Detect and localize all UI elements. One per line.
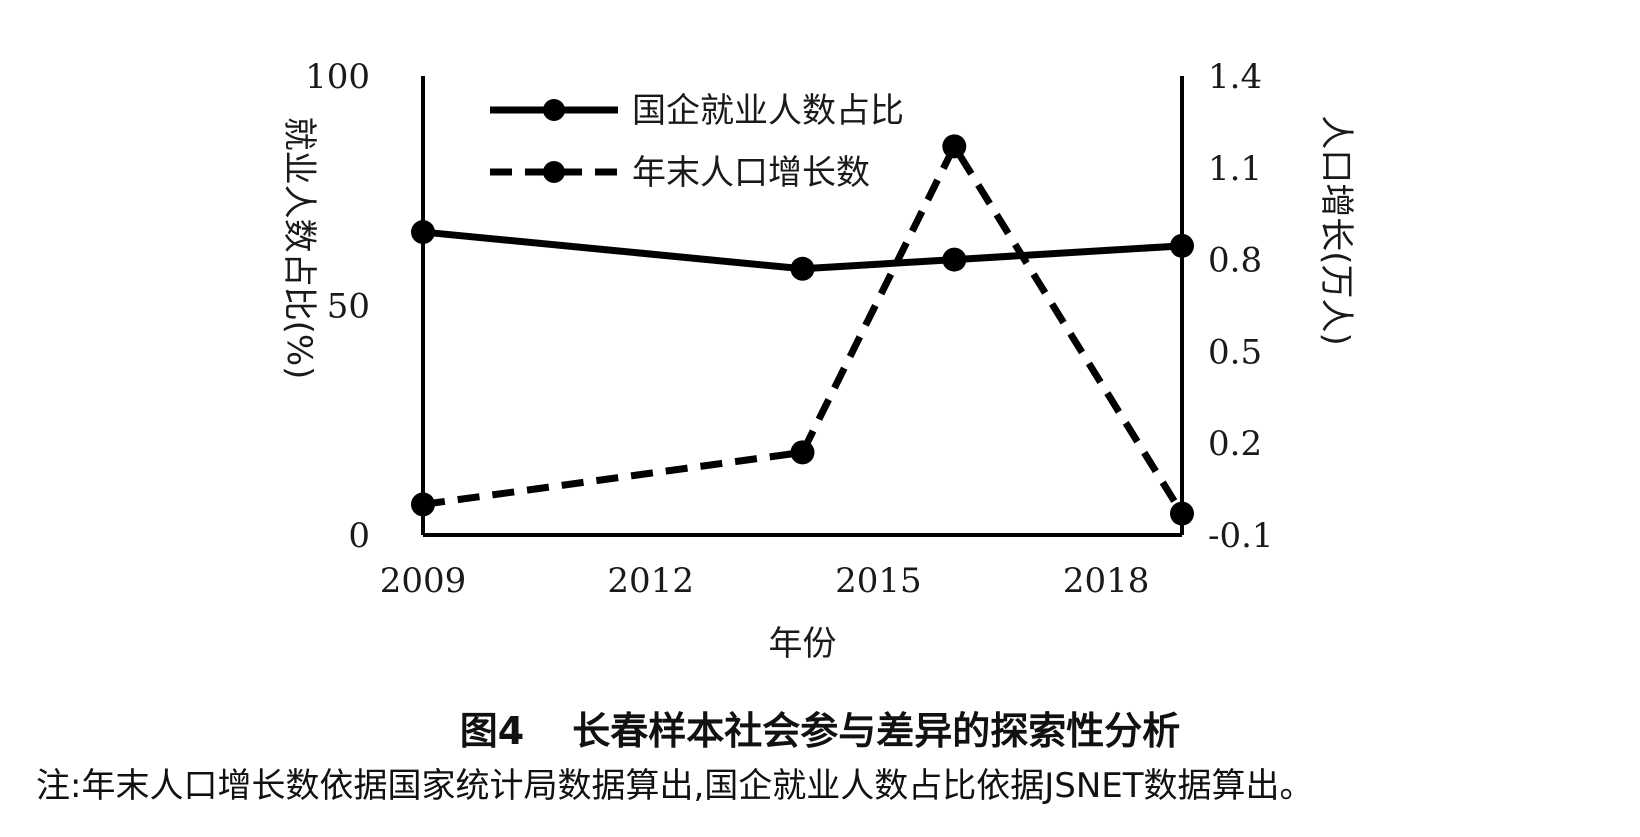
y-right-tick-label: 0.5 [1208,332,1262,372]
series-1-point [790,256,815,281]
figure-title: 长春样本社会参与差异的探索性分析 [572,709,1181,753]
series-1-point [1170,233,1194,258]
y-right-tick-label: 0.2 [1208,424,1262,464]
figure-caption: 图4 长春样本社会参与差异的探索性分析 [0,700,1640,755]
series-2-point [1170,501,1194,526]
series-2-point [790,440,815,465]
figure-note: 注:年末人口增长数依据国家统计局数据算出,国企就业人数占比依据JSNET数据算出… [36,766,1314,806]
series-2-point [411,492,435,517]
legend-marker-1 [543,99,565,121]
legend-label-2: 年末人口增长数 [632,153,870,193]
series-1-point [411,220,435,245]
legend-marker-2 [543,161,565,183]
y-left-axis-title: 就业人数占比(%) [279,117,319,380]
x-tick-label: 2009 [380,561,467,601]
y-right-tick-label: 0.8 [1208,241,1262,281]
x-tick-label: 2015 [835,561,922,601]
axis-titles: 年份 就业人数占比(%) 人口增长(万人) [279,115,1356,664]
axes [421,76,1184,537]
series-line-2 [422,142,1185,516]
series-layer [411,134,1194,526]
y-left-tick-label: 100 [305,57,370,97]
series-line-1 [422,228,1183,273]
y-left-tick-label: 50 [327,287,370,327]
x-tick-label: 2012 [607,561,694,601]
legend-label-1: 国企就业人数占比 [632,91,904,131]
series-2-point [942,134,967,159]
y-left-tick-label: 0 [348,516,370,556]
series-1-point [942,247,967,272]
x-axis-title: 年份 [769,624,837,664]
tick-labels: 0 50 100 -0.1 0.2 0.5 0.8 1.1 1.4 2009 2012 2015 201… [305,57,1273,601]
y-right-tick-label: -0.1 [1208,516,1274,556]
figure-number: 图4 [459,709,525,753]
y-right-axis-title: 人口增长(万人) [1316,115,1356,346]
y-right-tick-label: 1.1 [1208,149,1262,189]
x-tick-label: 2018 [1063,561,1150,601]
y-right-tick-label: 1.4 [1208,57,1262,97]
